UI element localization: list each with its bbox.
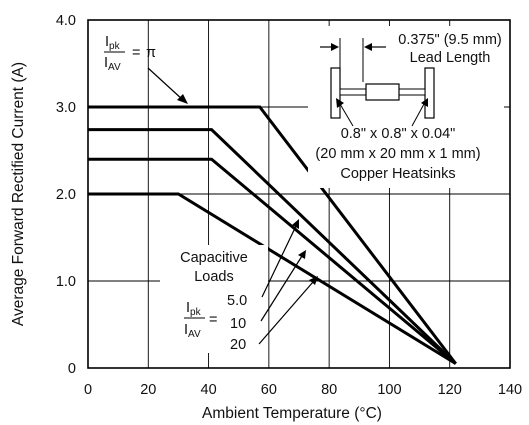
series-group [88,105,457,365]
x-tick-1: 20 [140,382,156,398]
cap-ratio-value-1: 10 [230,316,246,332]
y-tick-3: 3.0 [56,100,76,116]
svg-text:Ipk: Ipk [186,300,202,318]
heatsink-right [424,67,435,119]
lead-length-dim: 0.375" (9.5 mm) [398,32,501,48]
series-line-0 [88,105,457,365]
y-tick-4: 4.0 [56,13,76,29]
heatsink-pointer-left [339,103,354,127]
pi-arrow-line [147,67,184,101]
x-tick-5: 100 [377,382,401,398]
cap-ratio-numerator-sub: pk [190,307,202,318]
pointer-10-line [260,255,303,322]
cap-ratio-denominator-sub: AV [188,329,201,340]
x-tick-4: 80 [321,382,337,398]
heatsink-pointer-left-head [336,98,344,108]
lead-left [339,88,367,96]
lead-right [398,88,426,96]
x-tick-7: 140 [498,382,522,398]
capacitive-line1: Capacitive [180,250,248,266]
heatsink-inset: 0.375" (9.5 mm) Lead Length 0.8" x 0.8" … [308,26,504,188]
capacitive-loads-annotation: Capacitive Loads Ipk IAV = 5.0 10 20 [160,245,268,353]
series-line-1 [88,128,457,365]
heatsink-label: Copper Heatsinks [340,166,455,182]
svg-text:IAV: IAV [104,55,121,73]
heatsink-dim-mm: (20 mm x 20 mm x 1 mm) [315,146,480,162]
ratio-denominator-sub: AV [108,62,121,73]
cap-ratio-numerator-i: I [186,300,190,316]
cap-ratio-denominator-i: I [184,322,188,338]
heatsink-dim-in: 0.8" x 0.8" x 0.04" [341,126,456,142]
capacitive-background [160,245,268,353]
series-line-2 [88,157,457,365]
ratio-pi-annotation: Ipk IAV = π [104,34,188,104]
heatsink-left [330,67,341,119]
ratio-numerator-i: I [105,34,109,50]
dim-arrow-right-head [364,43,372,51]
pointer-5-head [292,219,299,229]
pointer-20-line [258,281,314,345]
y-axis-title: Average Forward Rectified Current (A) [10,62,27,326]
heatsink-pointer-right [411,103,425,127]
ratio-denominator-i: I [104,55,108,71]
svg-text:IAV: IAV [184,322,201,340]
dim-arrow-left-head [331,43,339,51]
lead-length-label: Lead Length [410,50,491,66]
pointer-20-head [309,276,318,285]
x-tick-2: 40 [201,382,217,398]
y-tick-labels: 0 1.0 2.0 3.0 4.0 [56,13,76,377]
ratio-pi-value: π [146,45,156,61]
series-line-3 [88,192,457,365]
x-tick-0: 0 [84,382,92,398]
x-tick-labels: 0 20 40 60 80 100 120 140 [84,382,522,398]
cap-ratio-value-2: 20 [230,337,246,353]
pointer-10-head [298,250,306,259]
cap-ratio-value-0: 5.0 [227,293,247,309]
heatsink-pointer-right-head [421,98,428,107]
capacitive-line2: Loads [194,269,234,285]
inset-background [308,26,504,188]
diode-body [365,83,400,101]
y-tick-1: 1.0 [56,274,76,290]
ratio-numerator-sub: pk [109,41,121,52]
pointer-5-line [261,225,297,298]
x-axis-title: Ambient Temperature (°C) [202,405,382,422]
x-tick-3: 60 [261,382,277,398]
cap-ratio-equals: = [209,312,217,328]
svg-text:Ipk: Ipk [105,34,121,52]
capacitive-pointers [258,219,318,345]
y-tick-2: 2.0 [56,187,76,203]
ratio-equals: = [132,45,140,61]
pi-arrow-head [177,94,188,104]
x-tick-6: 120 [438,382,462,398]
y-tick-0: 0 [68,361,76,377]
